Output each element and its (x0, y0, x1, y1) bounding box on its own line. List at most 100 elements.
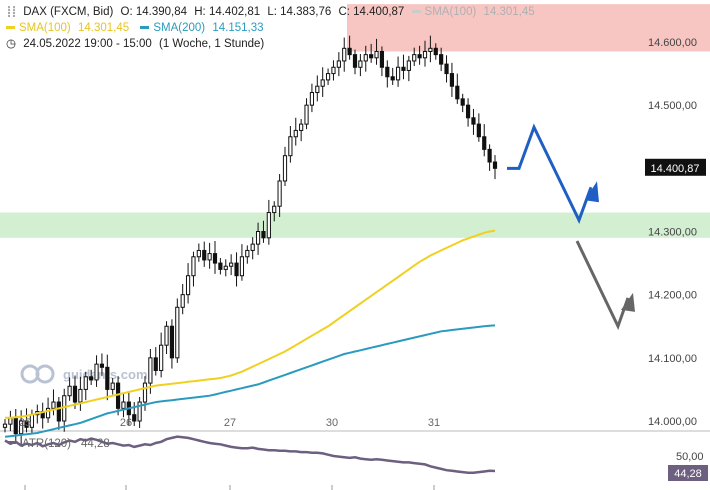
candle-body (83, 376, 88, 390)
candle-body (202, 249, 207, 261)
sma100-swatch (6, 26, 15, 30)
y-tick-label: 14.500,00 (648, 100, 697, 112)
candle-body (363, 54, 368, 62)
candle-body (282, 155, 288, 182)
candle-body (234, 262, 239, 277)
candle-body (390, 76, 395, 81)
candle-body (110, 382, 115, 390)
candle-body (148, 357, 153, 384)
y-tick-label: 14.100,00 (648, 353, 697, 365)
candle-body (417, 54, 422, 59)
atr-label: ATR(120) (22, 438, 71, 450)
candle-body (185, 275, 191, 296)
close-value: C: 14.400,87 (338, 6, 405, 18)
sma100-label[interactable]: SMA(100) (19, 22, 71, 34)
sma200-label[interactable]: SMA(200) (153, 22, 206, 34)
candle-body (277, 180, 282, 207)
candle-body (89, 376, 94, 381)
sma100-line (5, 229, 496, 419)
candle-body (395, 66, 401, 81)
candle-body (191, 256, 196, 277)
candle-body (293, 129, 298, 138)
sma200-swatch (140, 26, 150, 30)
candle-body (19, 420, 24, 435)
candle-body (56, 401, 61, 422)
candle-body (336, 60, 341, 68)
candle-body (492, 161, 498, 169)
candle-body (342, 47, 347, 62)
candle-body (105, 366, 110, 390)
candle-body (229, 262, 234, 267)
candle-body (320, 79, 325, 87)
candle-body (325, 73, 331, 81)
symbol-label[interactable]: DAX (FXCM, Bid) (23, 6, 114, 18)
candle-body (401, 66, 406, 71)
candle-body (180, 294, 185, 308)
candle-body (153, 357, 158, 371)
candle-body (261, 231, 266, 239)
candle-body (78, 388, 83, 403)
clock-icon: ◷ (6, 38, 17, 50)
sma200-line (4, 324, 496, 438)
candle-body (444, 63, 449, 75)
candle-body (164, 325, 169, 346)
bars-icon: ┊┊ (6, 7, 17, 18)
candle-body (487, 148, 492, 163)
candle-body (175, 306, 180, 359)
last-price-label: 14.400,87 (651, 163, 700, 175)
candle-body (412, 54, 417, 62)
candle-body (218, 262, 223, 270)
candles-group (2, 35, 498, 445)
candle-body (471, 117, 476, 125)
candle-body (369, 54, 374, 59)
forecast-alternative-path (575, 240, 630, 331)
candle-body (24, 420, 29, 428)
forecast-alternative-arrowhead (621, 292, 635, 312)
x-tick-label: 25 (19, 417, 31, 429)
candle-body (159, 344, 164, 371)
header-row-ohlc: ┊┊ DAX (FXCM, Bid) O: 14.390,84 H: 14.40… (6, 5, 539, 20)
candle-body (169, 325, 175, 359)
candle-body (266, 212, 271, 239)
candle-body (223, 265, 228, 270)
candle-body (2, 423, 8, 428)
candle-body (385, 66, 390, 78)
sma100-ghost-swatch (411, 10, 421, 14)
resistance-zone (347, 4, 710, 52)
candle-body (299, 123, 304, 131)
candle-body (476, 123, 481, 138)
sma100-ghost-value: 14.301,45 (483, 6, 535, 18)
candle-body (67, 385, 72, 397)
header-row-time: ◷ 24.05.2022 19:00 - 15:00 (1 Woche, 1 S… (6, 37, 268, 51)
candle-body (142, 382, 148, 403)
candle-body (94, 363, 99, 381)
candle-body (374, 50, 379, 59)
low-value: L: 14.383,76 (267, 6, 332, 18)
candle-body (255, 231, 261, 245)
candle-body (196, 249, 201, 258)
atr-line (4, 435, 496, 475)
candle-body (212, 253, 218, 264)
x-tick-label: 26 (120, 417, 132, 429)
y-tick-label: 14.600,00 (648, 37, 697, 49)
candle-body (72, 385, 78, 403)
open-value: O: 14.390,84 (120, 6, 188, 18)
candle-body (449, 73, 455, 87)
sma200-value: 14.151,33 (212, 22, 264, 34)
interval-label: (1 Woche, 1 Stunde) (158, 38, 265, 50)
atr-axis-label: 50,00 (676, 451, 704, 463)
sma100-ghost-label: SMA(100) (424, 6, 477, 18)
candle-body (250, 243, 255, 251)
x-tick-label: 31 (428, 417, 440, 429)
candle-body (358, 60, 363, 68)
last-price-badge: 14.400,87 (645, 158, 706, 176)
y-axis: 14.600,0014.500,0014.400,0014.300,0014.2… (648, 37, 697, 428)
x-tick-label: 30 (326, 417, 338, 429)
candle-body (45, 407, 51, 419)
candle-body (347, 47, 352, 56)
candle-body (288, 136, 293, 157)
candle-body (406, 60, 411, 71)
candle-body (439, 54, 444, 65)
candle-body (482, 136, 487, 150)
